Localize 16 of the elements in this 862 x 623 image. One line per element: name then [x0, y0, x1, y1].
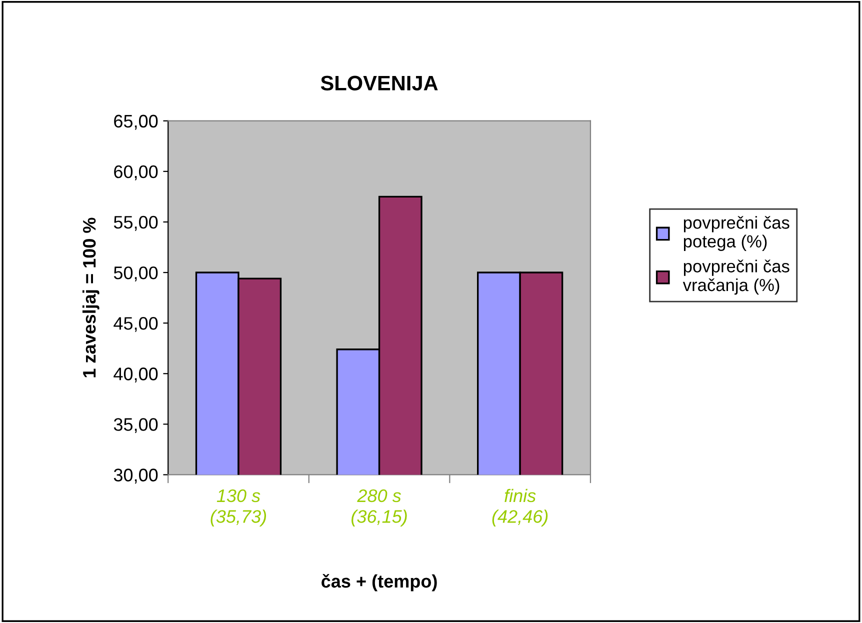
y-tick-label: 50,00 — [114, 266, 158, 282]
x-axis-title: čas + (tempo) — [322, 574, 437, 592]
y-tick-label: 65,00 — [114, 114, 158, 130]
y-tick-label: 55,00 — [114, 216, 158, 231]
y-tick-label: 60,00 — [114, 165, 158, 180]
legend-label: povprečni čas potega (%) — [684, 216, 790, 251]
y-tick-label: 30,00 — [114, 468, 158, 484]
chart-title: SLOVENIJA — [320, 76, 438, 91]
x-tick-label: finis (42,46) — [492, 488, 548, 526]
x-tick-label: 280 s (36,15) — [352, 489, 407, 526]
y-tick-label: 45,00 — [114, 317, 158, 332]
y-axis-title: 1 zavesljaj = 100 % — [82, 218, 100, 378]
y-tick-label: 40,00 — [114, 368, 158, 382]
legend-label: povprečni čas vračanja (%) — [682, 260, 790, 295]
x-tick-label: 130 s (35,73) — [210, 489, 266, 526]
y-tick-label: 35,00 — [114, 418, 158, 434]
